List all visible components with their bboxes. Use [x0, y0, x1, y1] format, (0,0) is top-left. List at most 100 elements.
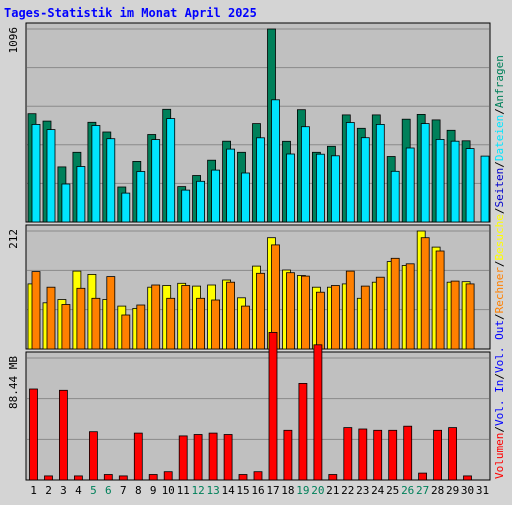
bar-volumen-day-6	[103, 474, 113, 481]
x-tick-label: 29	[446, 484, 459, 497]
legend-item: Rechner	[493, 267, 506, 314]
bar-rechner-day-15	[241, 305, 250, 350]
x-tick-label: 16	[251, 484, 264, 497]
legend-item: Volumen	[493, 433, 506, 479]
bar-volumen-day-3	[59, 389, 68, 481]
legend-item: Vol. In	[493, 380, 506, 426]
bar-rechner-day-9	[151, 284, 161, 350]
legend-separator: /	[493, 373, 506, 380]
bar-dateien-day-6	[106, 138, 116, 223]
bar-volumen-day-13	[208, 432, 218, 481]
bar-rechner-day-3	[61, 304, 71, 350]
bar-dateien-day-12	[196, 180, 206, 223]
legend-item: Seiten	[493, 168, 506, 208]
x-tick-label: 21	[326, 484, 339, 497]
bar-rechner-day-8	[136, 304, 146, 350]
bar-dateien-day-13	[211, 169, 221, 223]
x-tick-label: 17	[266, 484, 279, 497]
x-tick-label: 18	[281, 484, 294, 497]
x-tick-label: 9	[150, 484, 157, 497]
bar-rechner-day-27	[420, 237, 430, 350]
bar-rechner-day-2	[46, 286, 56, 350]
bar-dateien-day-25	[390, 170, 400, 223]
x-tick-label: 4	[75, 484, 82, 497]
x-tick-label: 31	[476, 484, 489, 497]
x-tick-label: 25	[386, 484, 399, 497]
x-axis-labels: 1 2 3 4 5 6 7 8 9 10 11 12 13 14 15 16 17 18 19 20 21 22 23 24 2…	[30, 484, 489, 497]
bar-dateien-day-11	[181, 189, 191, 223]
x-tick-label: 3	[60, 484, 67, 497]
bar-dateien-day-2	[46, 129, 56, 223]
bar-volumen-day-26	[403, 425, 413, 481]
bar-dateien-day-24	[375, 124, 385, 223]
bar-dateien-day-30	[465, 148, 475, 223]
bar-volumen-day-29	[448, 427, 458, 481]
bar-volumen-day-28	[433, 429, 443, 481]
bar-volumen-day-5	[89, 431, 98, 481]
bar-rechner-day-13	[211, 299, 221, 350]
x-tick-label: 14	[221, 484, 235, 497]
legend-separator: /	[493, 161, 506, 168]
bar-volumen-day-11	[178, 435, 188, 481]
x-tick-label: 22	[341, 484, 354, 497]
bar-volumen-day-10	[163, 471, 173, 481]
bar-dateien-day-19	[300, 126, 310, 223]
x-tick-label: 28	[431, 484, 444, 497]
x-tick-label: 1	[30, 484, 37, 497]
bar-volumen-day-17	[268, 331, 278, 481]
bar-volumen-day-22	[343, 427, 353, 481]
bar-volumen-day-21	[328, 474, 338, 481]
x-tick-label: 7	[120, 484, 127, 497]
bar-rechner-day-1	[31, 271, 41, 350]
bar-dateien-day-5	[91, 125, 101, 223]
bar-rechner-day-23	[360, 285, 370, 350]
bar-volumen-day-9	[148, 474, 158, 481]
legend-separator: /	[493, 207, 506, 214]
bar-volumen-day-2	[44, 475, 53, 481]
bar-dateien-day-27	[420, 123, 430, 223]
bar-dateien-day-9	[151, 139, 161, 223]
chart-legend: Volumen/Vol. In/Vol. Out/Rechner/Besuche…	[493, 55, 506, 479]
bar-dateien-day-8	[136, 171, 146, 223]
panel-bottom: 88.44 MB	[7, 331, 491, 481]
x-tick-label: 13	[206, 484, 219, 497]
x-tick-label: 20	[311, 484, 324, 497]
bar-volumen-day-18	[283, 429, 293, 481]
bar-volumen-day-27	[418, 472, 428, 481]
bar-rechner-day-4	[76, 287, 86, 350]
bar-dateien-day-18	[286, 153, 295, 223]
legend-separator: /	[493, 313, 506, 320]
x-tick-label: 15	[236, 484, 249, 497]
bar-volumen-day-1	[29, 388, 38, 481]
panel-middle: 212	[7, 224, 491, 350]
bar-rechner-day-18	[286, 272, 295, 350]
bar-rechner-day-7	[121, 314, 131, 350]
bar-dateien-day-14	[226, 148, 236, 223]
bar-rechner-day-6	[106, 276, 116, 350]
bar-dateien-day-4	[76, 166, 86, 223]
legend-item: Anfragen	[493, 55, 506, 108]
bar-dateien-day-23	[360, 137, 370, 223]
bar-volumen-day-30	[463, 475, 472, 481]
bar-dateien-day-17	[271, 99, 280, 223]
chart-title: Tages-Statistik im Monat April 2025	[4, 6, 257, 20]
bar-rechner-day-29	[450, 280, 460, 350]
bar-dateien-day-15	[241, 172, 250, 223]
bar-rechner-day-14	[226, 281, 236, 350]
panel-top: 1096	[7, 22, 491, 223]
x-tick-label: 6	[105, 484, 112, 497]
bar-volumen-day-25	[388, 429, 398, 481]
bar-volumen-day-7	[118, 475, 128, 481]
x-tick-label: 10	[162, 484, 175, 497]
bar-dateien-day-3	[61, 183, 71, 223]
y-axis-max-label: 212	[7, 229, 20, 249]
bar-volumen-day-12	[193, 434, 203, 481]
bar-dateien-day-16	[256, 137, 265, 223]
legend-item: Dateien	[493, 115, 506, 161]
x-tick-label: 24	[371, 484, 385, 497]
x-tick-label: 23	[356, 484, 369, 497]
bar-rechner-day-16	[256, 272, 265, 350]
bar-dateien-day-10	[166, 118, 176, 223]
